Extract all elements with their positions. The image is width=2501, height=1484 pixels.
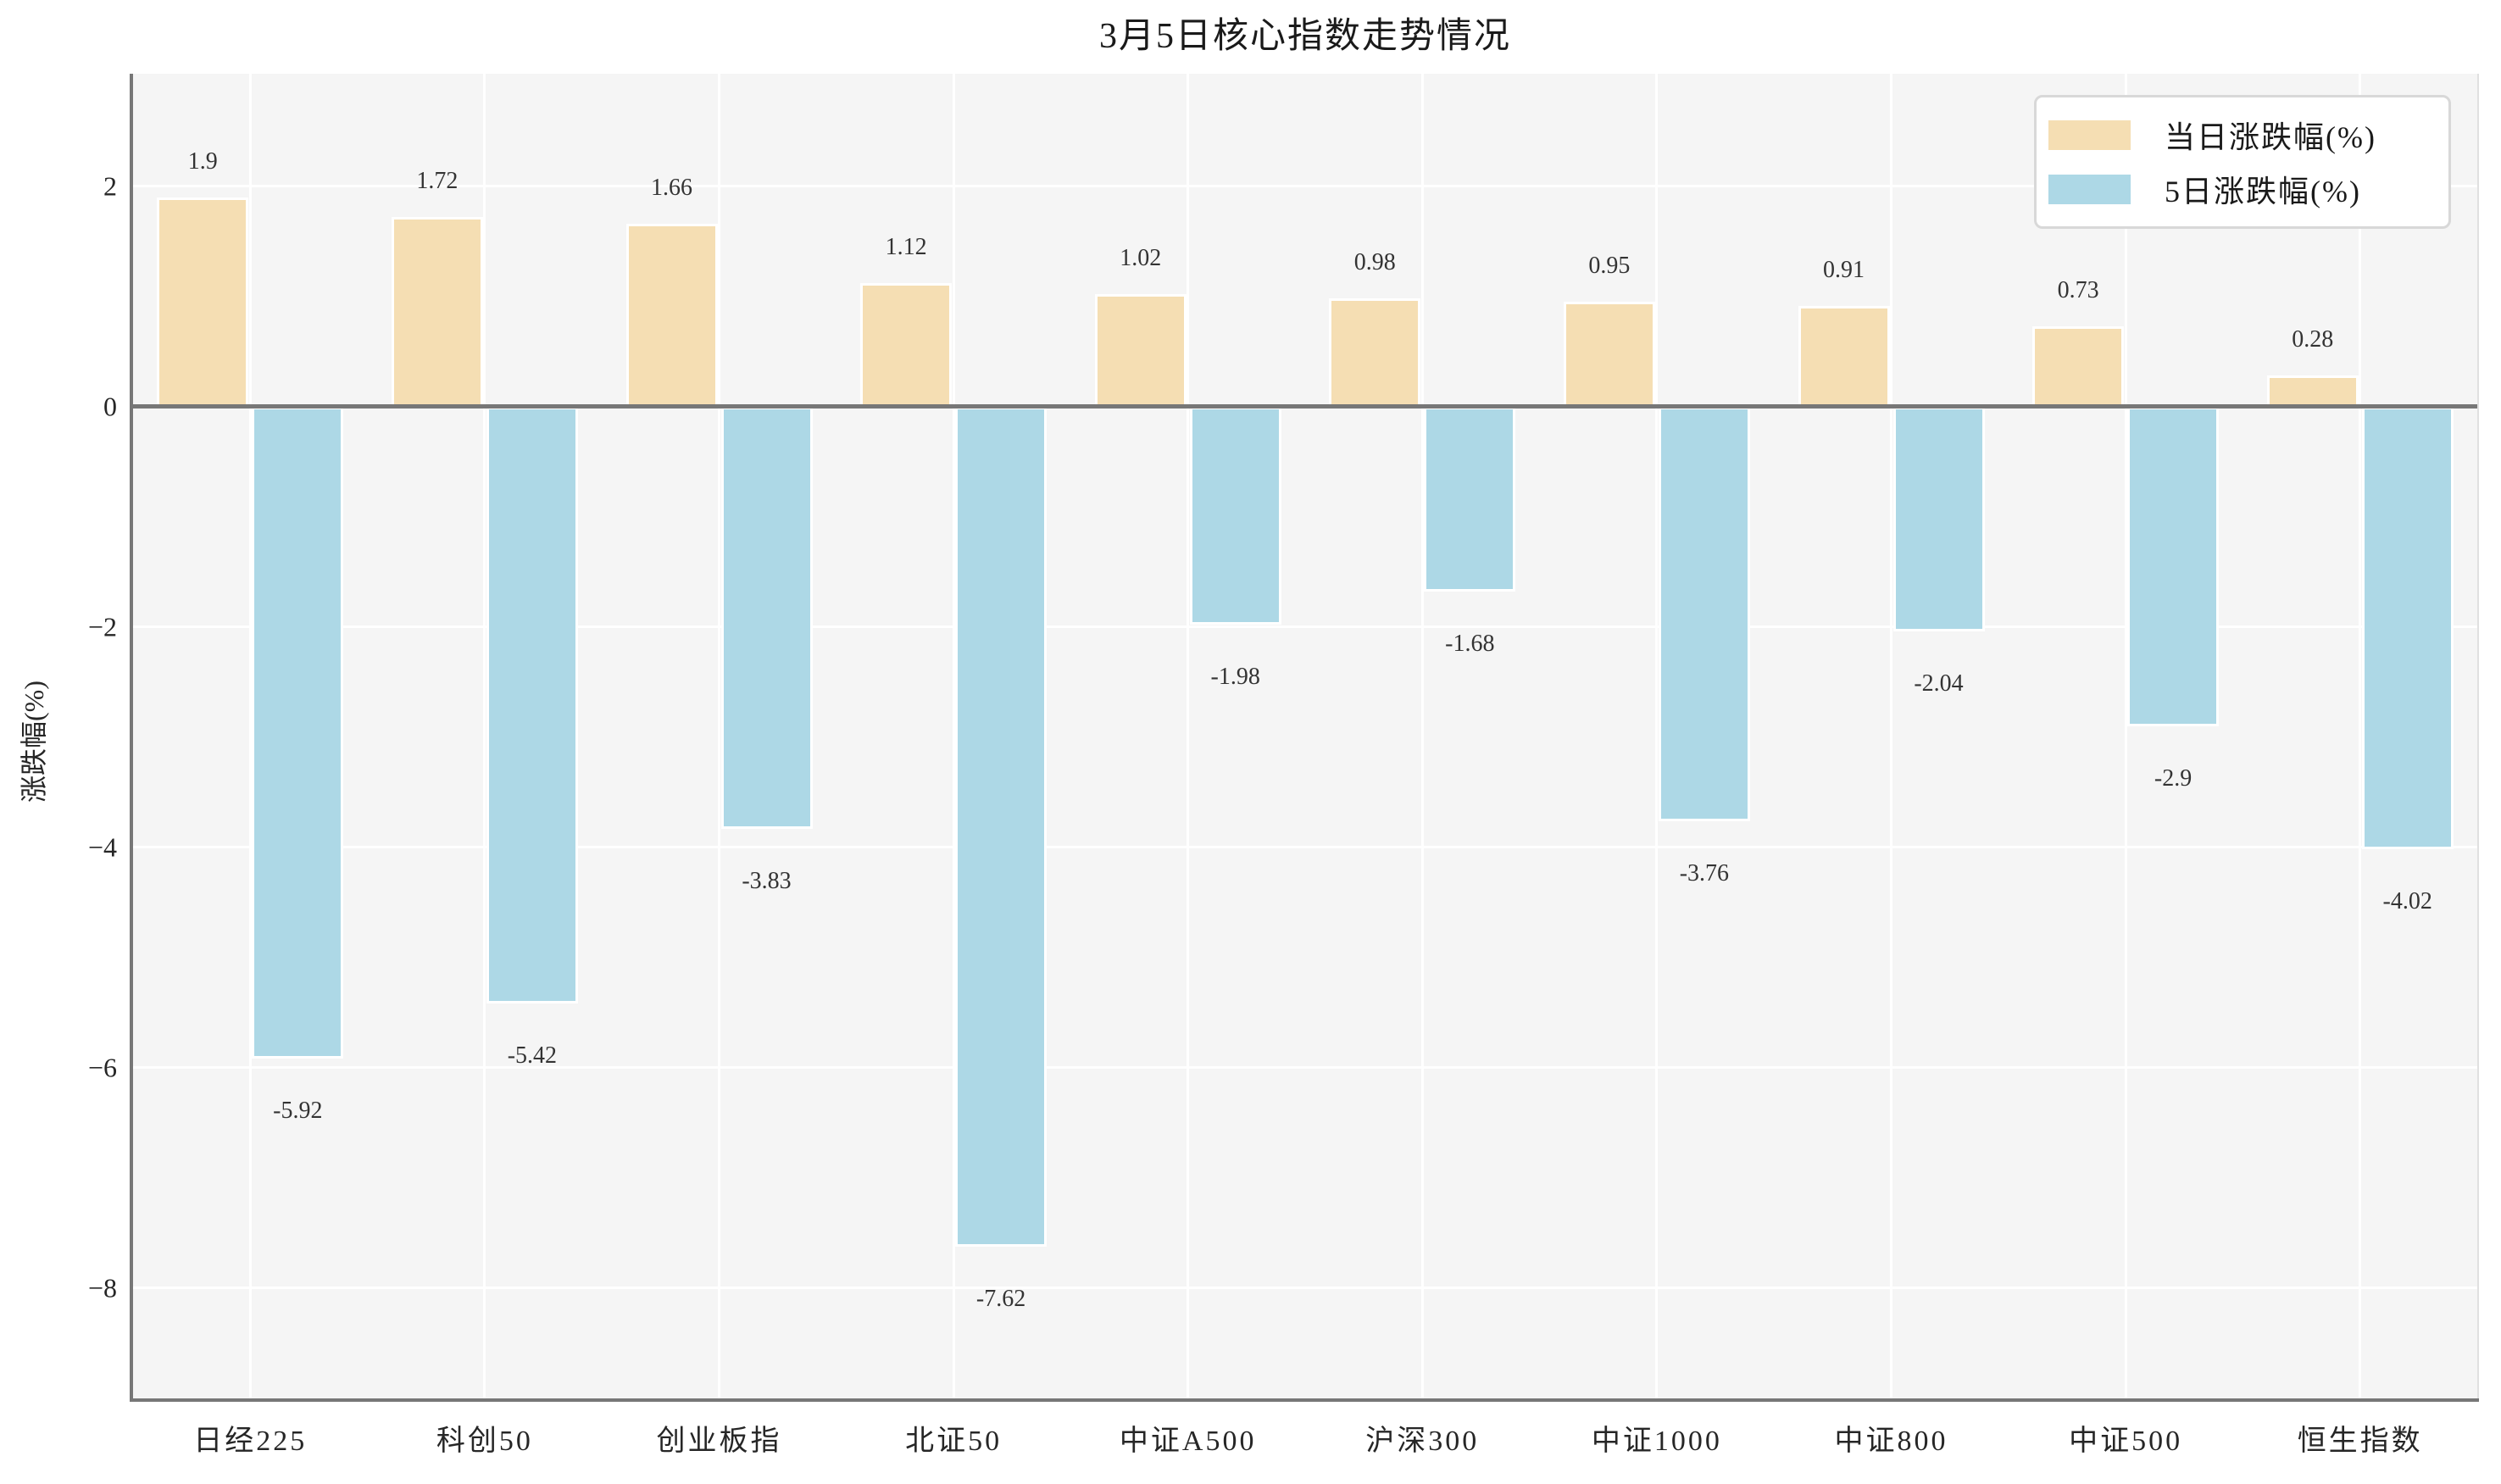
bar-daily (860, 283, 953, 407)
x-tick-label: 日经225 (193, 1426, 308, 1457)
value-label: 1.72 (416, 168, 459, 195)
y-tick-label: −4 (87, 831, 117, 863)
gridline-vertical (952, 74, 955, 1398)
gridline-vertical (1187, 74, 1190, 1398)
bar-daily (1798, 306, 1890, 407)
legend: 当日涨跌幅(%) 5日涨跌幅(%) (2034, 95, 2451, 229)
value-label: 1.66 (651, 174, 692, 201)
value-label: -5.92 (273, 1098, 323, 1125)
bar-5day (1658, 406, 1750, 821)
x-tick-label: 北证50 (905, 1426, 1003, 1457)
zero-line (133, 404, 2477, 409)
chart-title: 3月5日核心指数走势情况 (1098, 17, 1511, 56)
x-tick-label: 恒生指数 (2297, 1426, 2423, 1457)
bar-daily (1094, 294, 1187, 407)
bar-daily (157, 197, 249, 407)
bar-5day (2127, 406, 2220, 726)
value-label: -3.83 (742, 867, 792, 894)
value-label: -4.02 (2382, 888, 2432, 915)
gridline-vertical (1890, 74, 1892, 1398)
bar-daily (2266, 375, 2359, 407)
value-label: 0.95 (1588, 253, 1631, 280)
value-label: -2.9 (2154, 764, 2193, 792)
gridline-horizontal (133, 185, 2477, 188)
gridline-horizontal (133, 1066, 2477, 1070)
bar-5day (1892, 406, 1985, 631)
value-label: 1.02 (1120, 245, 1162, 272)
value-label: 0.73 (2057, 276, 2099, 303)
legend-swatch-5day (2048, 174, 2131, 204)
bar-5day (720, 406, 813, 829)
gridline-vertical (1420, 74, 1424, 1398)
value-label: 0.91 (1823, 257, 1865, 284)
legend-label-5day: 5日涨跌幅(%) (2165, 175, 2361, 208)
gridline-horizontal (133, 846, 2477, 849)
bar-daily (391, 217, 483, 407)
value-label: 0.98 (1353, 249, 1396, 276)
x-axis-line (130, 1398, 2479, 1402)
bar-daily (2032, 325, 2125, 407)
gridline-horizontal (133, 1287, 2477, 1290)
bar-5day (2361, 406, 2454, 850)
bar-daily (625, 223, 718, 407)
y-tick-label: −2 (87, 611, 117, 642)
gridline-vertical (248, 74, 252, 1398)
bar-daily (1329, 298, 1421, 407)
gridline-vertical (2359, 74, 2362, 1398)
legend-item-daily: 当日涨跌幅(%) (2048, 113, 2432, 157)
value-label: 0.28 (2292, 326, 2334, 353)
x-tick-label: 中证800 (1834, 1426, 1948, 1457)
x-tick-label: 科创50 (436, 1426, 533, 1457)
y-tick-label: −6 (87, 1052, 117, 1083)
bar-5day (955, 406, 1048, 1247)
value-label: -5.42 (507, 1042, 558, 1070)
bar-5day (486, 406, 578, 1004)
bar-daily (1563, 302, 1655, 407)
value-label: -3.76 (1679, 859, 1730, 887)
bar-5day (1424, 406, 1516, 592)
gridline-horizontal (133, 625, 2477, 629)
x-tick-label: 中证A500 (1119, 1426, 1257, 1457)
legend-swatch-daily (2048, 119, 2131, 150)
y-tick-label: −8 (87, 1272, 117, 1303)
x-tick-label: 中证500 (2069, 1426, 2183, 1457)
value-label: -7.62 (975, 1285, 1026, 1312)
x-tick-label: 中证1000 (1591, 1426, 1722, 1457)
y-axis-label: 涨跌幅(%) (19, 681, 49, 803)
value-label: 1.9 (187, 147, 218, 175)
legend-label-daily: 当日涨跌幅(%) (2165, 120, 2376, 154)
x-tick-label: 沪深300 (1365, 1426, 1480, 1457)
gridline-vertical (2124, 74, 2127, 1398)
gridline-vertical (1655, 74, 1659, 1398)
bar-5day (252, 406, 344, 1059)
y-axis-line (130, 74, 133, 1402)
plot-area: 1.9 1.72 1.66 1.12 1.02 0.98 0.95 0.91 0.73 0.28 -… (133, 74, 2479, 1398)
value-label: -1.68 (1445, 631, 1495, 658)
y-tick-label: 2 (103, 170, 117, 202)
y-tick-label: 0 (103, 391, 117, 422)
gridline-vertical (718, 74, 720, 1398)
value-label: -2.04 (1914, 670, 1964, 697)
legend-item-5day: 5日涨跌幅(%) (2048, 167, 2432, 211)
gridline-vertical (483, 74, 486, 1398)
bar-5day (1189, 406, 1281, 625)
x-tick-label: 创业板指 (656, 1426, 782, 1457)
value-label: -1.98 (1210, 664, 1260, 691)
value-label: 1.12 (885, 234, 927, 261)
